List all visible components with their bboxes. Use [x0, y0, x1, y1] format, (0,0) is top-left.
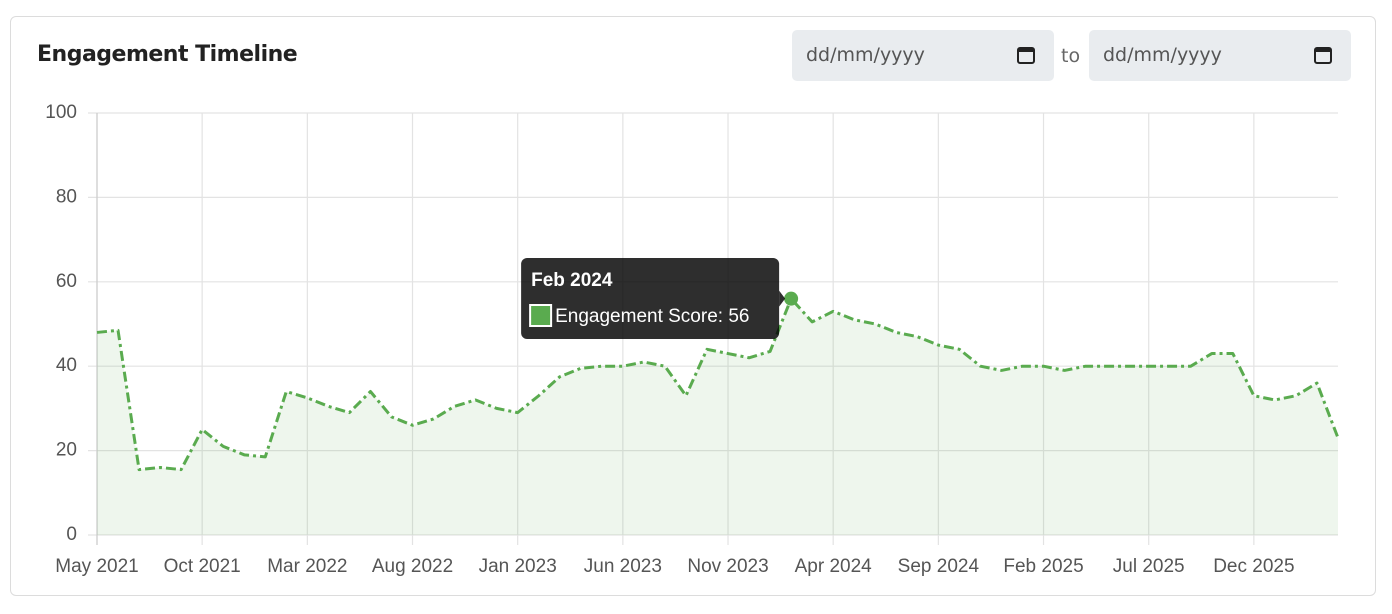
x-tick-label: Nov 2023 — [687, 556, 768, 577]
date-placeholder: dd/mm/yyyy — [806, 44, 925, 66]
x-tick-label: Oct 2021 — [164, 556, 241, 577]
area — [97, 298, 1338, 535]
date-to[interactable]: dd/mm/yyyy — [1089, 30, 1351, 81]
calendar-icon — [1017, 47, 1035, 64]
tooltip-box — [521, 258, 780, 339]
card — [10, 16, 1376, 596]
x-tick-label: Mar 2022 — [267, 556, 347, 577]
x-tick-label: Apr 2024 — [795, 556, 873, 577]
date-separator: to — [1061, 45, 1081, 67]
line — [96, 297, 1340, 472]
tooltip-series-name: Engagement Score — [555, 306, 718, 327]
x-tick-label: Feb 2025 — [1003, 556, 1083, 577]
x-tick-label: Jul 2025 — [1113, 556, 1185, 577]
calendar-icon — [1314, 47, 1332, 64]
highlight-point — [784, 291, 799, 306]
date-placeholder: dd/mm/yyyy — [1103, 44, 1222, 66]
y-tick-label: 0 — [66, 524, 77, 545]
x-tick-label: Sep 2024 — [898, 556, 980, 577]
x-tick-label: Jun 2023 — [584, 556, 662, 577]
tooltip-label: Engagement Score: 56 — [555, 306, 749, 327]
chart-title: Engagement Timeline — [37, 42, 298, 67]
tooltip-sep: : — [718, 306, 729, 327]
y-tick-label: 60 — [56, 271, 77, 292]
tooltip-swatch — [529, 304, 553, 327]
tooltip: Feb 2024 Engagement Score: 56 — [521, 258, 786, 339]
tooltip-caret — [779, 290, 786, 307]
x-tick-label: Dec 2025 — [1213, 556, 1294, 577]
y-tick-label: 100 — [45, 102, 77, 123]
tooltip-value: 56 — [728, 306, 749, 327]
y-tick-label: 20 — [56, 440, 77, 461]
date-from[interactable]: dd/mm/yyyy — [792, 30, 1054, 81]
y-tick-label: 40 — [56, 355, 77, 376]
x-tick-label: Aug 2022 — [372, 556, 453, 577]
x-tick-label: May 2021 — [55, 556, 138, 577]
y-tick-label: 80 — [56, 186, 77, 207]
x-tick-label: Jan 2023 — [479, 556, 557, 577]
tooltip-title: Feb 2024 — [531, 270, 613, 291]
